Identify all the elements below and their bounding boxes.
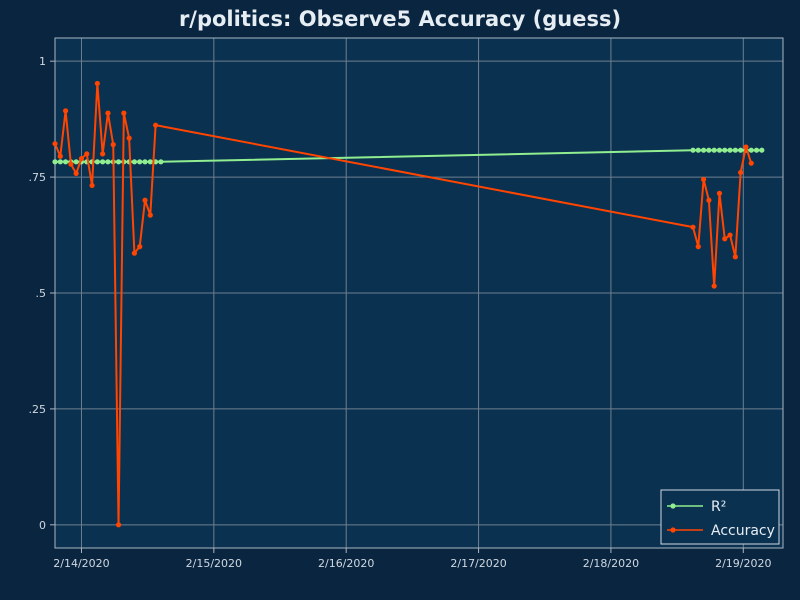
x-tick-label: 2/18/2020 — [583, 557, 639, 570]
data-point — [711, 147, 717, 153]
data-point — [716, 147, 723, 153]
y-tick-label: 0 — [39, 519, 46, 532]
data-point — [700, 147, 707, 153]
data-point — [89, 182, 95, 189]
data-point — [62, 108, 69, 114]
axes: 2/14/2020 2/15/2020 2/16/2020 2/17/2020 2/18… — [29, 37, 784, 570]
data-point — [748, 147, 754, 153]
y-tick-label: .5 — [36, 287, 47, 300]
data-point — [732, 254, 738, 260]
data-point — [732, 147, 738, 153]
y-tick-label: .25 — [29, 403, 47, 416]
data-point — [743, 144, 749, 150]
data-point — [126, 135, 132, 141]
legend-item-0: R² — [667, 499, 726, 515]
data-point — [695, 244, 701, 250]
data-point — [711, 283, 717, 289]
data-point — [753, 147, 760, 153]
data-point — [748, 160, 754, 166]
legend-box — [660, 489, 780, 545]
legend-label: R² — [711, 499, 726, 515]
data-point — [152, 122, 159, 128]
x-tick-label: 2/15/2020 — [186, 557, 242, 570]
data-point — [57, 159, 63, 165]
legend-label: Accuracy — [711, 523, 775, 539]
data-point — [100, 151, 106, 157]
data-point — [142, 197, 148, 203]
data-point — [690, 224, 696, 230]
y-tick-label: .75 — [29, 171, 47, 184]
data-point — [121, 110, 127, 116]
legend-marker — [670, 503, 676, 509]
data-point — [105, 110, 111, 116]
data-point — [131, 250, 138, 256]
x-tick-label: 2/16/2020 — [318, 557, 374, 570]
series-layer — [52, 80, 765, 528]
legend: R² Accuracy — [660, 489, 780, 545]
data-point — [110, 142, 116, 148]
data-point — [137, 244, 143, 250]
data-point — [727, 147, 733, 153]
data-point — [706, 147, 712, 153]
data-point — [131, 159, 138, 165]
chart-title: r/politics: Observe5 Accuracy (guess) — [179, 7, 621, 31]
data-point — [94, 80, 100, 87]
data-point — [115, 522, 122, 528]
data-point — [759, 147, 765, 153]
legend-item-1: Accuracy — [667, 523, 775, 539]
data-point — [62, 159, 69, 165]
data-point — [738, 169, 744, 176]
data-point — [158, 159, 164, 165]
x-tick-label: 2/14/2020 — [53, 557, 109, 570]
x-tick-label: 2/17/2020 — [450, 557, 506, 570]
data-point — [73, 170, 79, 176]
data-point — [52, 159, 58, 165]
data-point — [115, 159, 122, 165]
data-point — [94, 159, 100, 165]
data-point — [137, 159, 143, 165]
data-point — [84, 151, 90, 157]
data-point — [52, 141, 58, 147]
data-point — [716, 190, 723, 196]
data-point — [722, 147, 728, 153]
series-1 — [52, 80, 754, 528]
data-point — [700, 176, 707, 183]
data-point — [706, 197, 712, 203]
x-tick-label: 2/19/2020 — [715, 557, 771, 570]
data-point — [695, 147, 701, 153]
data-point — [147, 212, 153, 218]
data-point — [722, 236, 728, 242]
data-point — [100, 159, 106, 165]
plot-frame — [54, 37, 784, 549]
data-point — [727, 232, 733, 238]
data-point — [73, 159, 79, 165]
data-point — [105, 159, 111, 165]
data-point — [57, 153, 63, 159]
data-point — [68, 161, 74, 167]
series-0 — [52, 147, 765, 165]
legend-marker — [670, 527, 676, 533]
data-point — [690, 147, 696, 153]
data-point — [78, 155, 85, 162]
data-point — [142, 159, 148, 165]
data-point — [738, 147, 744, 153]
y-tick-label: 1 — [39, 55, 46, 68]
data-point — [147, 159, 153, 165]
